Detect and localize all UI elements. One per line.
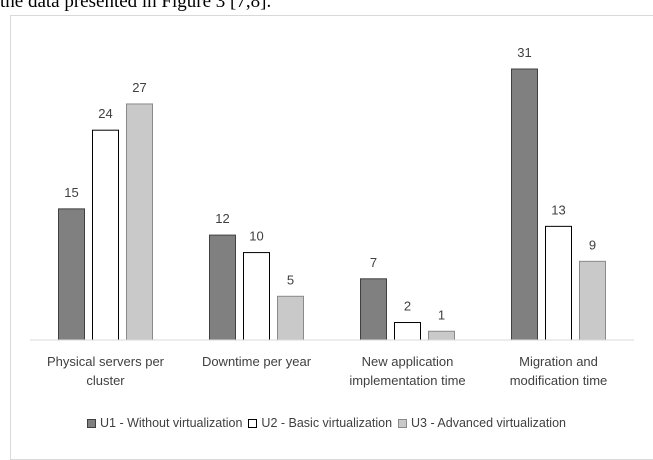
data-label: 13 — [551, 202, 565, 217]
data-label: 31 — [517, 45, 531, 60]
bar — [579, 260, 606, 341]
bar — [92, 129, 119, 341]
legend-swatch — [398, 419, 408, 428]
legend: U1 - Without virtualization U2 - Basic vi… — [0, 416, 653, 430]
legend-swatch — [87, 419, 96, 428]
bar — [243, 252, 270, 341]
legend-item: U1 - Without virtualization — [87, 416, 242, 430]
legend-label: U2 - Basic virtualization — [261, 416, 393, 430]
bar — [545, 225, 572, 341]
legend-item: U2 - Basic virtualization — [248, 416, 392, 430]
bar — [360, 278, 387, 341]
data-label: 2 — [404, 299, 411, 314]
x-tick-label: Physical servers per cluster — [46, 354, 165, 388]
x-tick-label: New application implementation time — [349, 354, 466, 388]
data-label: 15 — [64, 185, 78, 200]
x-tick-label: Downtime per year — [201, 354, 312, 369]
legend-swatch — [248, 419, 258, 428]
data-label: 24 — [98, 106, 112, 121]
data-label: 12 — [215, 211, 229, 226]
bar — [209, 234, 236, 341]
data-label: 9 — [589, 237, 596, 252]
legend-label: U3 - Advanced virtualization — [411, 416, 566, 430]
x-tick-label: Migration and modification time — [509, 354, 608, 388]
bar — [126, 103, 153, 341]
bar — [428, 330, 455, 341]
bar — [277, 295, 304, 341]
data-label: 10 — [249, 229, 263, 244]
legend-item: U3 - Advanced virtualization — [398, 416, 566, 430]
data-label: 1 — [438, 307, 445, 322]
data-label: 27 — [132, 80, 146, 95]
data-label: 7 — [370, 255, 377, 270]
bar — [394, 322, 421, 341]
data-label: 5 — [287, 272, 294, 287]
bar — [58, 208, 85, 341]
body-text: the data presented in Figure 3 [7,8]. — [0, 0, 272, 12]
legend-label: U1 - Without virtualization — [100, 416, 243, 430]
bar — [511, 68, 538, 341]
